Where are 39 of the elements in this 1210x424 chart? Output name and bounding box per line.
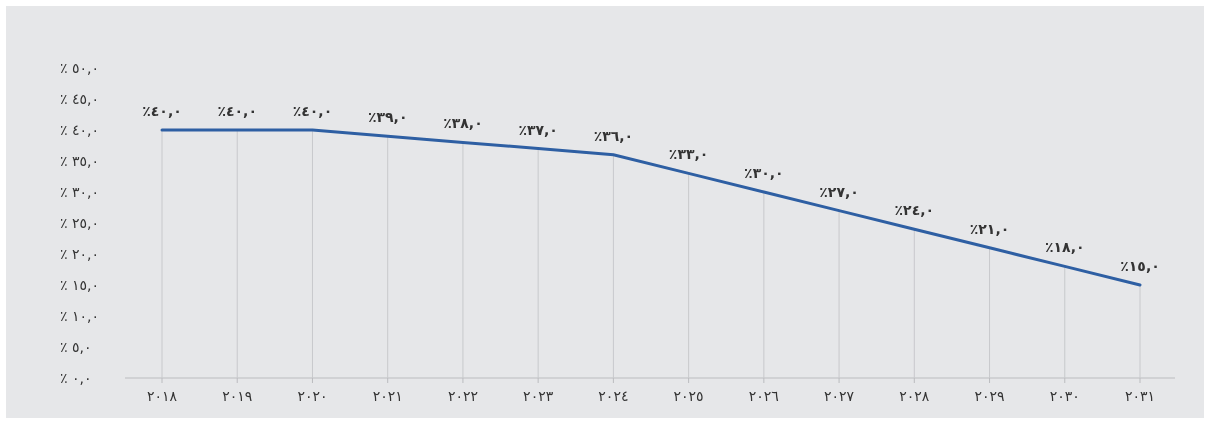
y-tick-label: ٪ ٢٥,٠ <box>60 214 99 231</box>
y-tick-label: ٪ ٥,٠ <box>60 338 92 355</box>
data-label: ٪٣٧,٠ <box>518 121 558 138</box>
x-tick-label: ٢٠٢٧ <box>824 388 855 404</box>
y-tick-label: ٪ ٢٠,٠ <box>60 245 99 262</box>
data-label: ٪٢١,٠ <box>969 220 1010 237</box>
x-tick-label: ٢٠٢٩ <box>974 388 1005 404</box>
data-label: ٪٣٦,٠ <box>593 127 634 144</box>
y-tick-label: ٪ ٠,٠ <box>60 369 92 386</box>
data-label: ٪٤٠,٠ <box>217 103 257 119</box>
y-tick-label: ٪ ٤٥,٠ <box>60 90 99 107</box>
y-tick-label: ٪ ١٥,٠ <box>60 276 99 293</box>
x-tick-label: ٢٠٢٥ <box>673 388 704 404</box>
x-tick-label: ٢٠٢٦ <box>748 388 779 404</box>
x-tick-label: ٢٠١٩ <box>222 388 253 404</box>
x-tick-label: ٢٠٢١ <box>372 388 403 404</box>
data-label: ٪٢٤,٠ <box>894 202 935 219</box>
data-label: ٪٣٨,٠ <box>443 115 483 132</box>
y-tick-label: ٪ ٤٠,٠ <box>60 121 99 138</box>
data-label: ٪١٥,٠ <box>1120 258 1160 274</box>
y-tick-label: ٪ ٥٠,٠ <box>60 59 99 76</box>
x-tick-label: ٢٠٢٨ <box>899 388 930 404</box>
data-label: ٪٢٧,٠ <box>819 183 859 200</box>
x-tick-label: ٢٠٢٤ <box>598 388 629 404</box>
data-label: ٪٤٠,٠ <box>292 103 333 119</box>
x-tick-label: ٢٠٢٣ <box>523 388 554 404</box>
x-tick-label: ٢٠١٨ <box>146 388 178 404</box>
x-tick-label: ٢٠٢٠ <box>297 388 328 404</box>
y-tick-label: ٪ ٣٠,٠ <box>60 183 99 200</box>
data-label: ٪٤٠,٠ <box>142 103 182 119</box>
y-tick-label: ٪ ١٠,٠ <box>60 307 99 324</box>
x-tick-label: ٢٠٣٠ <box>1049 388 1080 404</box>
x-tick-label: ٢٠٣١ <box>1124 388 1156 404</box>
x-tick-label: ٢٠٢٢ <box>447 388 478 404</box>
y-tick-label: ٪ ٣٥,٠ <box>60 152 99 169</box>
data-label: ٪٣٠,٠ <box>744 165 784 181</box>
data-label: ٪١٨,٠ <box>1045 239 1085 256</box>
data-label: ٪٣٣,٠ <box>668 146 709 163</box>
data-label: ٪٣٩,٠ <box>367 109 408 126</box>
